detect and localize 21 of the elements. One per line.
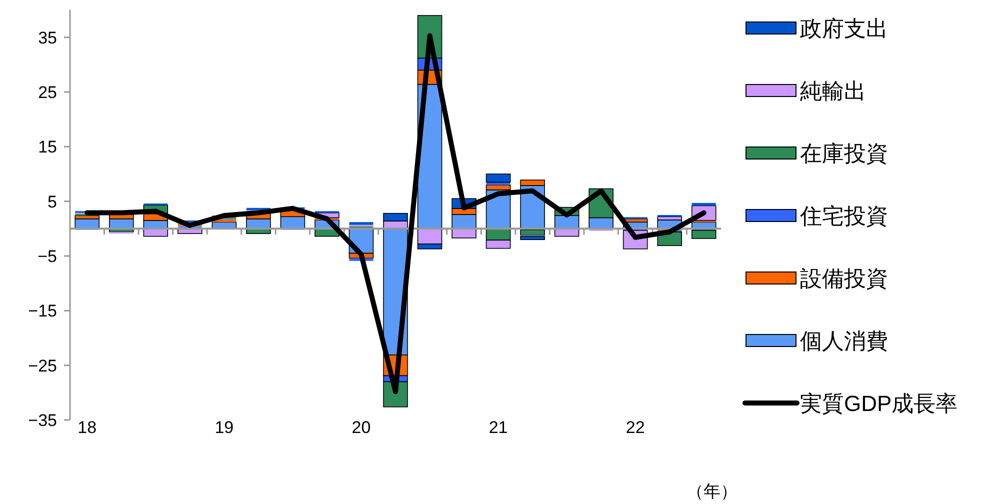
y-tick-label: −5 — [38, 247, 57, 266]
text: （年） — [686, 482, 738, 501]
y-tick-label: −35 — [28, 411, 57, 430]
y-tick-label: 35 — [38, 28, 57, 48]
x-tick-label: 22 — [626, 418, 645, 437]
legend-label: 実質GDP成長率 — [800, 391, 958, 416]
x-tick-label: 19 — [214, 418, 234, 437]
x-tick-label: 21 — [488, 418, 508, 437]
legend-label: 純輸出 — [800, 78, 866, 104]
legend-label: 住宅投資 — [799, 204, 888, 228]
y-tick-label: 15 — [38, 138, 57, 157]
x-tick-label: 20 — [352, 418, 371, 437]
y-tick-label: −15 — [28, 302, 57, 321]
y-tick-label: 25 — [38, 83, 57, 102]
y-tick-label: 5 — [48, 192, 57, 212]
y-tick-label: −25 — [28, 356, 57, 376]
legend-label: 在庫投資 — [800, 141, 888, 166]
legend-label: 政府支出 — [800, 16, 888, 41]
legend-label: 個人消費 — [800, 328, 888, 354]
legend-label: 設備投資 — [800, 266, 888, 291]
x-tick-label: 18 — [78, 418, 97, 437]
